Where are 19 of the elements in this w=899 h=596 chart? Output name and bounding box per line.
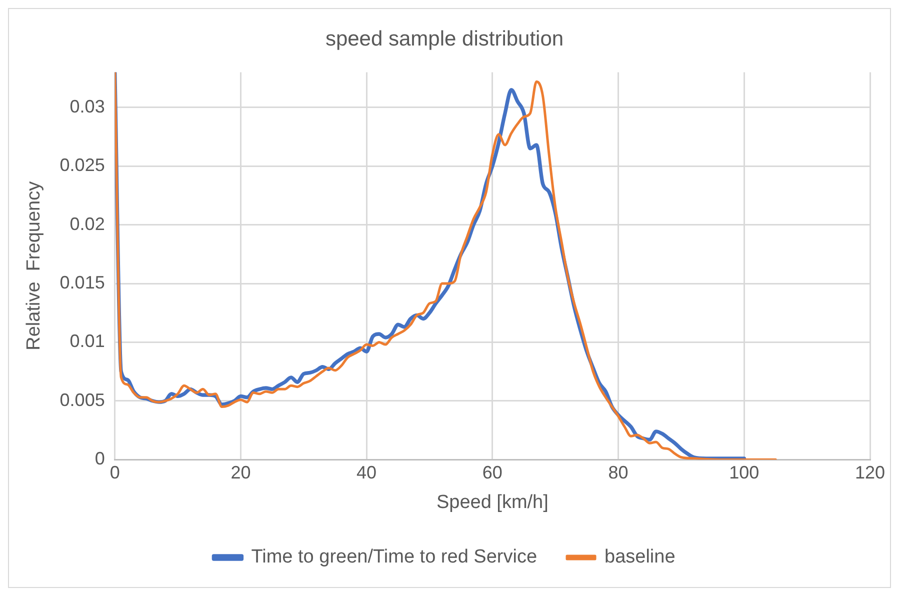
x-tick-label: 80: [608, 462, 628, 482]
x-tick-label: 20: [230, 462, 251, 482]
y-axis-title: Relative Frequency: [24, 180, 45, 350]
chart-title: speed sample distribution: [325, 27, 564, 50]
y-tick-label: 0.01: [70, 331, 105, 352]
x-tick-label: 60: [482, 462, 502, 482]
y-tick-label: 0.025: [60, 155, 105, 176]
y-tick-label: 0.03: [70, 96, 105, 116]
y-tick-label: 0.015: [60, 272, 105, 292]
legend-label: Time to green/Time to red Service: [251, 546, 538, 568]
x-axis-title: Speed [km/h]: [436, 492, 548, 513]
legend-label: baseline: [604, 546, 676, 568]
y-tick-label: 0.02: [70, 214, 105, 234]
x-tick-label: 0: [110, 462, 120, 482]
x-tick-label: 100: [729, 462, 760, 482]
y-tick-label: 0: [94, 448, 105, 469]
x-tick-label: 40: [356, 462, 377, 482]
y-tick-label: 0.005: [60, 390, 105, 410]
x-tick-label: 120: [854, 462, 886, 482]
